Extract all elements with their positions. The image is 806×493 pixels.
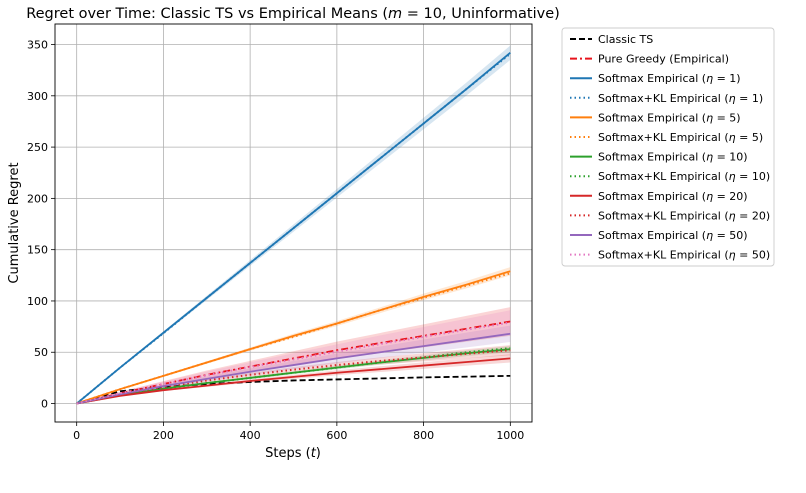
x-tick-label: 400 xyxy=(240,429,261,442)
series-lines xyxy=(76,52,511,405)
x-tick-label: 200 xyxy=(153,429,174,442)
x-tick-label: 1000 xyxy=(496,429,524,442)
y-axis-ticks: 0 50 100 150 200 250 300 350 xyxy=(27,39,55,411)
y-tick-label: 50 xyxy=(34,346,48,359)
y-tick-label: 300 xyxy=(27,90,48,103)
x-tick-label: 800 xyxy=(413,429,434,442)
legend-label-0: Classic TS xyxy=(598,33,653,46)
series-line-11 xyxy=(76,321,511,405)
legend-label-2: Softmax Empirical (η = 1) xyxy=(598,72,741,85)
legend-label-8: Softmax Empirical (η = 20) xyxy=(598,190,748,203)
series-line-3 xyxy=(76,52,511,405)
series-line-4 xyxy=(76,270,511,405)
y-tick-label: 150 xyxy=(27,244,48,257)
y-tick-label: 350 xyxy=(27,39,48,52)
series-band-2 xyxy=(76,45,511,404)
legend-frame xyxy=(561,27,775,267)
series-line-2 xyxy=(76,52,511,405)
legend-label-4: Softmax Empirical (η = 5) xyxy=(598,111,741,124)
y-axis-label: Cumulative Regret xyxy=(7,162,22,283)
legend: Classic TS Pure Greedy (Empirical) Softmax… xyxy=(561,27,775,267)
series-line-9 xyxy=(76,349,511,405)
series-line-1 xyxy=(76,320,511,405)
legend-label-5: Softmax+KL Empirical (η = 5) xyxy=(598,131,763,144)
y-tick-label: 250 xyxy=(27,141,48,154)
legend-label-10: Softmax Empirical (η = 50) xyxy=(598,229,748,242)
y-tick-label: 100 xyxy=(27,295,48,308)
legend-label-3: Softmax+KL Empirical (η = 1) xyxy=(598,92,763,105)
legend-label-1: Pure Greedy (Empirical) xyxy=(598,53,729,66)
grid xyxy=(55,24,532,422)
y-tick-label: 0 xyxy=(41,398,48,411)
x-axis-label: Steps (t) xyxy=(265,446,321,461)
legend-label-9: Softmax+KL Empirical (η = 20) xyxy=(598,209,770,222)
series-line-10 xyxy=(76,332,511,405)
plot-frame xyxy=(54,23,533,423)
y-tick-label: 200 xyxy=(27,192,48,205)
x-tick-label: 600 xyxy=(326,429,347,442)
chart-title: Regret over Time: Classic TS vs Empirica… xyxy=(26,6,560,22)
legend-label-11: Softmax+KL Empirical (η = 50) xyxy=(598,249,770,262)
series-line-8 xyxy=(76,357,511,405)
legend-label-6: Softmax Empirical (η = 10) xyxy=(598,151,748,164)
x-tick-label: 0 xyxy=(73,429,80,442)
legend-label-7: Softmax+KL Empirical (η = 10) xyxy=(598,170,770,183)
x-axis-ticks: 0 200 400 600 800 1000 xyxy=(73,422,524,442)
